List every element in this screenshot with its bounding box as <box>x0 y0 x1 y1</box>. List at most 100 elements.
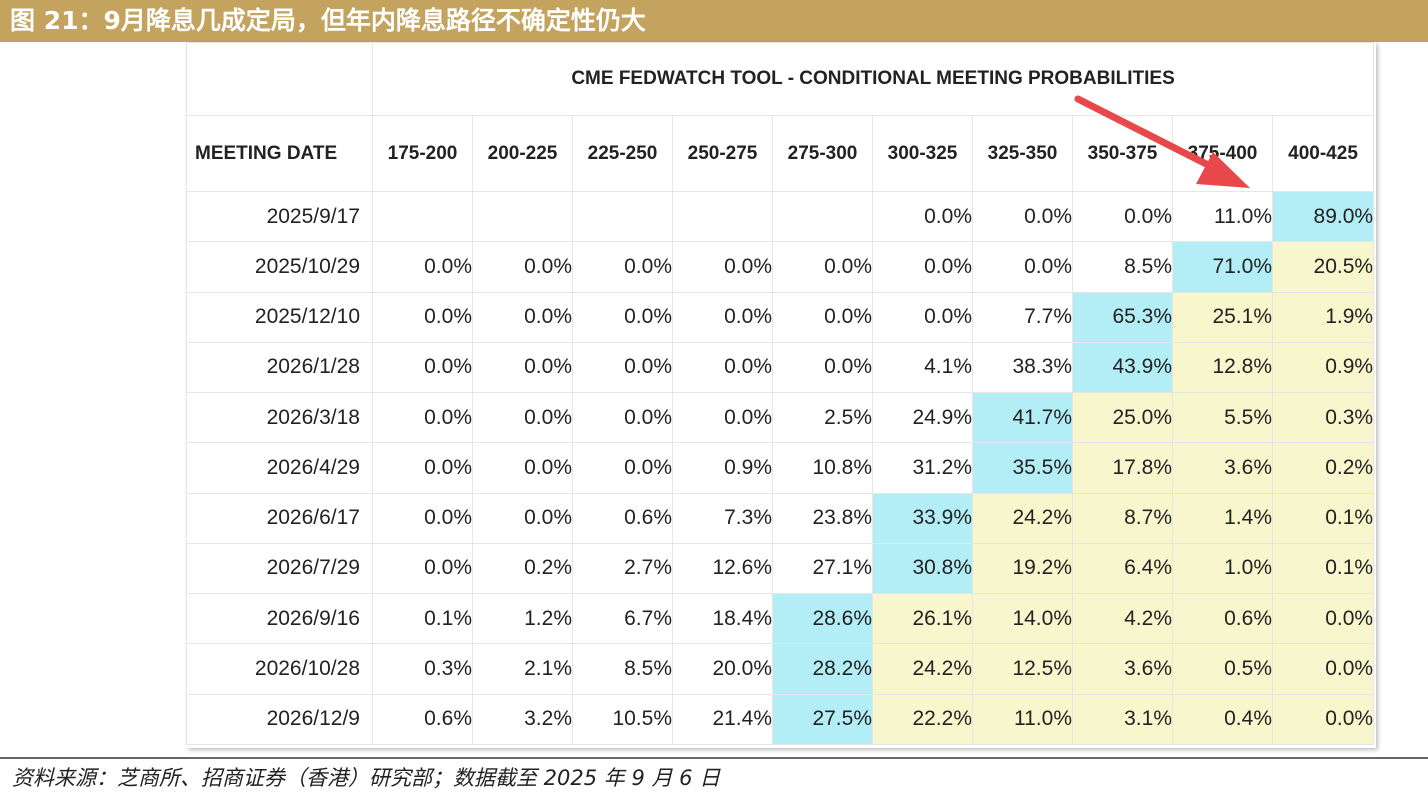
rate-range-header: 350-375 <box>1072 115 1173 192</box>
meeting-date-cell: 2026/1/28 <box>186 341 373 394</box>
probability-cell: 26.1% <box>872 593 973 645</box>
source-note: 资料来源：芝商所、招商证券（香港）研究部；数据截至 2025 年 9 月 6 日 <box>12 766 721 790</box>
probability-cell: 20.0% <box>672 643 773 695</box>
probability-cell: 0.2% <box>1271 442 1375 494</box>
probability-cell: 8.5% <box>1072 241 1173 293</box>
probability-cell: 0.0% <box>472 492 573 544</box>
probability-cell: 0.9% <box>672 442 773 494</box>
probability-cell: 17.8% <box>1072 442 1173 494</box>
probability-cell: 3.2% <box>472 693 573 746</box>
probability-cell: 0.0% <box>372 542 473 595</box>
probability-cell: 25.0% <box>1072 392 1173 444</box>
probability-cell: 0.0% <box>372 341 473 394</box>
probability-cell: 0.0% <box>472 241 573 293</box>
probability-cell: 21.4% <box>672 693 773 746</box>
probability-cell: 3.1% <box>1072 693 1173 746</box>
probability-cell: 23.8% <box>772 492 873 544</box>
probability-cell: 27.1% <box>772 542 873 595</box>
probability-cell: 18.4% <box>672 593 773 645</box>
probability-cell: 0.0% <box>472 291 573 343</box>
probability-cell: 0.0% <box>572 291 673 343</box>
table-row: 2026/12/9 0.6% 3.2% 10.5% 21.4% 27.5% 22.2% 11.… <box>186 693 1375 746</box>
rate-range-header: 400-425 <box>1271 115 1375 192</box>
probability-cell <box>372 190 473 243</box>
rate-range-header: 325-350 <box>972 115 1073 192</box>
probability-cell: 27.5% <box>772 693 873 746</box>
table-row: 2026/3/18 0.0% 0.0% 0.0% 0.0% 2.5% 24.9% 41.7% 2… <box>186 392 1375 444</box>
probability-cell: 43.9% <box>1072 341 1173 394</box>
probability-cell: 0.0% <box>1271 693 1375 746</box>
probability-cell <box>572 190 673 243</box>
probability-cell: 4.1% <box>872 341 973 394</box>
rate-range-header: 200-225 <box>472 115 573 192</box>
probability-cell: 12.5% <box>972 643 1073 695</box>
probability-cell: 0.0% <box>572 392 673 444</box>
probability-cell: 0.0% <box>872 291 973 343</box>
probability-cell: 2.5% <box>772 392 873 444</box>
probability-cell: 7.3% <box>672 492 773 544</box>
probability-cell: 0.0% <box>872 241 973 293</box>
probability-cell: 89.0% <box>1271 190 1375 243</box>
probability-cell: 0.0% <box>372 291 473 343</box>
corner-cell <box>186 42 373 116</box>
probability-cell: 2.1% <box>472 643 573 695</box>
probability-cell: 0.0% <box>1271 643 1375 695</box>
probability-cell: 0.0% <box>472 442 573 494</box>
probability-cell: 35.5% <box>972 442 1073 494</box>
probability-cell: 0.0% <box>1072 190 1173 243</box>
probability-cell: 28.6% <box>772 593 873 645</box>
probability-cell: 3.6% <box>1172 442 1273 494</box>
meeting-date-cell: 2026/9/16 <box>186 593 373 645</box>
probability-cell: 22.2% <box>872 693 973 746</box>
probability-cell: 71.0% <box>1172 241 1273 293</box>
probability-cell <box>672 190 773 243</box>
probability-cell <box>772 190 873 243</box>
probability-cell: 0.0% <box>672 341 773 394</box>
meeting-date-cell: 2026/3/18 <box>186 392 373 444</box>
meeting-date-cell: 2026/4/29 <box>186 442 373 494</box>
meeting-date-cell: 2025/10/29 <box>186 241 373 293</box>
probability-cell: 0.0% <box>772 241 873 293</box>
rate-range-header: 250-275 <box>672 115 773 192</box>
probability-cell: 0.3% <box>372 643 473 695</box>
probability-cell: 0.0% <box>372 442 473 494</box>
probability-cell: 0.1% <box>1271 542 1375 595</box>
rate-range-header: 300-325 <box>872 115 973 192</box>
probability-cell: 33.9% <box>872 492 973 544</box>
probability-cell: 3.6% <box>1072 643 1173 695</box>
probability-cell: 12.6% <box>672 542 773 595</box>
probability-cell: 0.0% <box>572 241 673 293</box>
meeting-date-cell: 2025/9/17 <box>186 190 373 243</box>
probability-cell: 0.0% <box>772 341 873 394</box>
table-row: 2026/9/16 0.1% 1.2% 6.7% 18.4% 28.6% 26.1% 14.0… <box>186 593 1375 645</box>
probability-cell: 41.7% <box>972 392 1073 444</box>
probability-cell: 6.4% <box>1072 542 1173 595</box>
probability-cell: 10.5% <box>572 693 673 746</box>
probability-cell: 0.0% <box>872 190 973 243</box>
probability-cell: 12.8% <box>1172 341 1273 394</box>
probability-cell: 19.2% <box>972 542 1073 595</box>
probability-cell: 0.0% <box>572 341 673 394</box>
probability-cell: 0.6% <box>572 492 673 544</box>
probability-cell: 8.5% <box>572 643 673 695</box>
probability-cell: 0.3% <box>1271 392 1375 444</box>
table-row: 2025/9/17 0.0% 0.0% 0.0% 11.0% 89.0% <box>186 190 1375 243</box>
probability-cell: 24.2% <box>972 492 1073 544</box>
meeting-date-cell: 2026/6/17 <box>186 492 373 544</box>
probability-cell: 0.0% <box>972 190 1073 243</box>
probability-cell: 65.3% <box>1072 291 1173 343</box>
probability-cell: 1.2% <box>472 593 573 645</box>
probability-cell: 5.5% <box>1172 392 1273 444</box>
probability-cell: 2.7% <box>572 542 673 595</box>
rate-range-header: 275-300 <box>772 115 873 192</box>
table-row: 2026/6/17 0.0% 0.0% 0.6% 7.3% 23.8% 33.9% 24.2%… <box>186 492 1375 544</box>
probability-cell: 0.6% <box>1172 593 1273 645</box>
fedwatch-table: CME FEDWATCH TOOL - CONDITIONAL MEETING … <box>186 42 1375 746</box>
probability-cell: 8.7% <box>1072 492 1173 544</box>
probability-cell: 25.1% <box>1172 291 1273 343</box>
probability-cell: 0.0% <box>472 341 573 394</box>
probability-cell: 0.0% <box>672 241 773 293</box>
probability-cell: 14.0% <box>972 593 1073 645</box>
probability-cell: 7.7% <box>972 291 1073 343</box>
probability-cell: 10.8% <box>772 442 873 494</box>
